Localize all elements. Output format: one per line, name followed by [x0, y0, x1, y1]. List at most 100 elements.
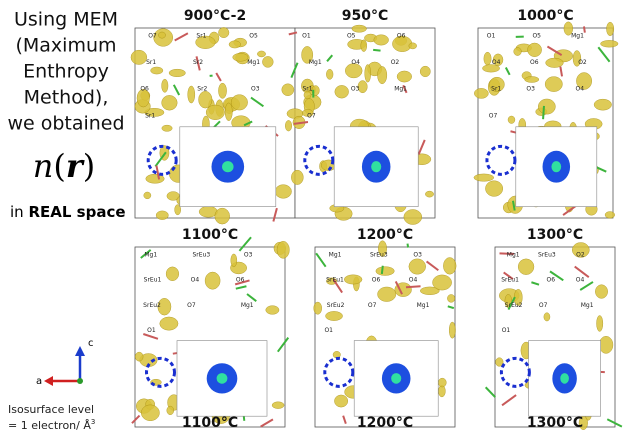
density-blob: [443, 258, 456, 275]
density-blob: [376, 267, 395, 276]
intro-line: Method),: [24, 87, 109, 109]
density-blob: [485, 181, 502, 197]
space-bold: REAL space: [28, 203, 125, 221]
density-blob: [397, 71, 412, 82]
density-blob: [233, 53, 248, 61]
density-blob: [160, 317, 178, 330]
density-blob: [597, 315, 603, 331]
density-blob: [262, 56, 273, 67]
space-note: in REAL space: [10, 203, 126, 221]
bond: [486, 387, 496, 397]
density-blob: [291, 170, 303, 184]
arrow: [44, 376, 53, 386]
structure-panel: O1O5Mg1O4O6O2Sr1O3O4O7: [474, 22, 618, 218]
panel-label: 1300°C: [527, 415, 583, 431]
density-blob: [257, 51, 265, 57]
density-blob: [231, 254, 237, 267]
atom-label: O1: [502, 327, 511, 334]
atom-label: O7: [307, 112, 316, 119]
density-blob: [325, 311, 342, 320]
atom-label: Sr2: [193, 59, 203, 66]
atom-label: O7: [368, 302, 377, 309]
panel-label: 1300°C: [527, 227, 583, 243]
density-blob: [545, 77, 562, 92]
panel-label: 1200°C: [357, 415, 413, 431]
atom-label: Mg1: [144, 252, 157, 259]
atom-label: Mg1: [417, 302, 430, 309]
bond: [373, 50, 380, 51]
atom-label: Mg1: [571, 33, 584, 40]
bond: [584, 26, 585, 32]
density-blob: [474, 88, 488, 98]
atom-label: SrEu3: [192, 252, 210, 259]
atom-label: O5: [532, 33, 541, 40]
structure-panel: O7Sr1O5Sr1Sr2Mg1O6Sr2O3Sr1: [131, 27, 295, 224]
atom-label: O4: [191, 277, 200, 284]
atom-label: O4: [576, 277, 585, 284]
density-blob: [229, 41, 241, 48]
density-blob: [141, 405, 159, 421]
density-blob: [409, 259, 426, 274]
density-blob: [546, 58, 564, 68]
density-blob: [199, 91, 213, 108]
density-blob: [508, 116, 515, 123]
atom-label: Mg1: [247, 59, 260, 66]
intro-line: we obtained: [7, 113, 124, 135]
density-blob: [544, 313, 550, 321]
density-blob: [449, 322, 455, 338]
slide-canvas: Using MEM (Maximum Enthropy Method), we …: [0, 0, 630, 438]
atom-label: O4: [409, 277, 418, 284]
density-blob: [420, 66, 430, 77]
slide: Using MEM (Maximum Enthropy Method), we …: [0, 0, 630, 438]
bond: [382, 266, 383, 274]
atom-label: SrEu2: [327, 302, 345, 309]
isosurface-text: = 1 electron/ Å: [8, 419, 91, 432]
density-blob: [377, 66, 386, 83]
atom-label: Mg1: [581, 302, 594, 309]
atom-label: O1: [302, 33, 311, 40]
density-blob: [225, 103, 232, 121]
axis-origin: [77, 378, 83, 384]
atom-label: O6: [372, 277, 381, 284]
density-blob: [277, 241, 289, 258]
atom-label: O7: [148, 33, 157, 40]
atom-label: Mg1: [329, 252, 342, 259]
density-blob: [282, 84, 294, 96]
atom-label: Mg1: [241, 302, 254, 309]
panel-label: 900°C-2: [184, 8, 246, 24]
atom-label: SrEu2: [143, 302, 161, 309]
atom-label: O4: [576, 86, 585, 93]
density-blob: [218, 83, 226, 98]
structure-panel: Mg1SrEu3O3SrEu1O6O4SrEu2O7Mg1O1: [314, 241, 456, 427]
atom-label: SrEu1: [501, 277, 519, 284]
density-blob: [344, 275, 362, 284]
atom-label: O6: [397, 33, 406, 40]
density-blob: [272, 402, 284, 409]
panel-label: 1200°C: [357, 227, 413, 243]
inset-core: [391, 373, 401, 384]
density-blob: [518, 259, 534, 275]
atom-label: O2: [576, 252, 585, 259]
isosurface-line: Isosurface level: [8, 403, 94, 416]
atom-label: O2: [391, 59, 400, 66]
density-blob: [205, 272, 220, 289]
arrow: [75, 346, 85, 356]
density-blob: [438, 378, 446, 387]
atom-label: O6: [140, 86, 149, 93]
bond: [510, 131, 515, 132]
atom-label: O5: [347, 33, 356, 40]
atom-label: SrEu3: [370, 252, 388, 259]
axis-label: c: [88, 338, 94, 349]
atom-label: SrEu1: [326, 277, 344, 284]
density-blob: [374, 35, 389, 45]
formula-paren: (: [53, 147, 65, 185]
atom-label: O1: [147, 327, 156, 334]
formula-paren: ): [83, 147, 95, 185]
density-blob: [162, 125, 172, 131]
density-blob: [361, 40, 367, 52]
structure-panel: Mg1SrEu3O3SrEu1O4O6SrEu2O7Mg1O1: [132, 237, 289, 427]
structure-panel: O1O5O6Mg1O4O2Sr1O3Mg1O7: [287, 25, 435, 224]
density-blob: [514, 47, 522, 55]
density-blob: [206, 105, 224, 120]
